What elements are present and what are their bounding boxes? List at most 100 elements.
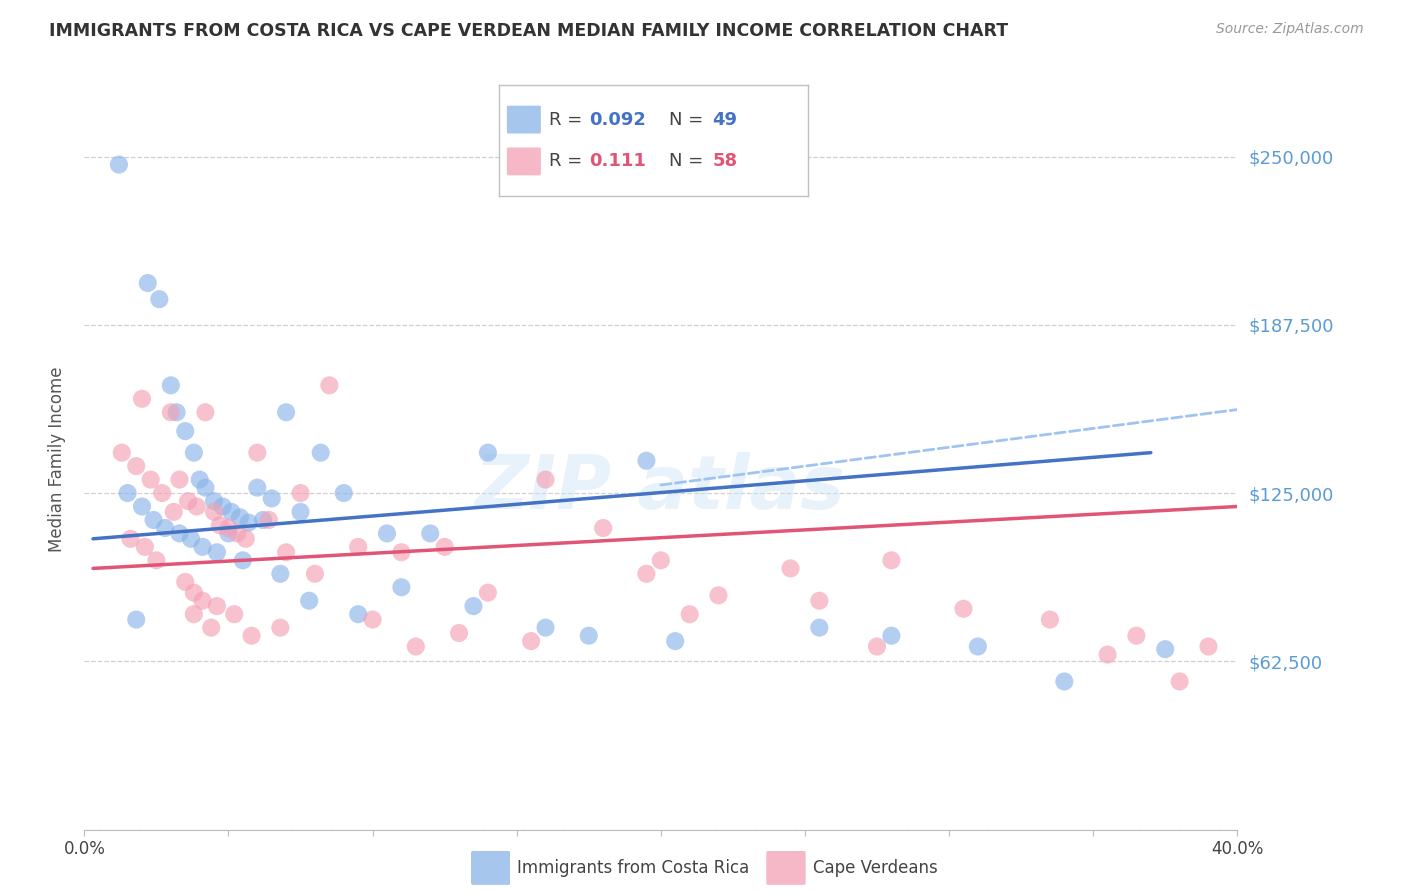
Point xyxy=(808,593,831,607)
Point xyxy=(238,516,260,530)
Point xyxy=(235,532,257,546)
Text: R =: R = xyxy=(548,111,588,128)
Point xyxy=(260,491,283,506)
Text: IMMIGRANTS FROM COSTA RICA VS CAPE VERDEAN MEDIAN FAMILY INCOME CORRELATION CHAR: IMMIGRANTS FROM COSTA RICA VS CAPE VERDE… xyxy=(49,22,1008,40)
Point xyxy=(174,574,197,589)
Point xyxy=(650,553,672,567)
Point xyxy=(347,540,370,554)
Point xyxy=(1053,674,1076,689)
Point xyxy=(880,629,903,643)
Point xyxy=(125,459,148,474)
Point xyxy=(186,500,208,514)
Point xyxy=(664,634,686,648)
FancyBboxPatch shape xyxy=(508,147,541,176)
Point xyxy=(177,494,200,508)
Point xyxy=(1198,640,1220,654)
Point xyxy=(290,486,312,500)
Point xyxy=(246,445,269,459)
Point xyxy=(205,545,228,559)
Point xyxy=(169,473,191,487)
Point xyxy=(160,378,183,392)
Point xyxy=(304,566,326,581)
Point xyxy=(269,621,291,635)
Text: 0.111: 0.111 xyxy=(589,153,645,170)
Point xyxy=(194,481,217,495)
Point xyxy=(391,545,413,559)
Text: Source: ZipAtlas.com: Source: ZipAtlas.com xyxy=(1216,22,1364,37)
Point xyxy=(134,540,156,554)
Point xyxy=(202,505,225,519)
Point xyxy=(218,526,240,541)
Point xyxy=(163,505,186,519)
Point xyxy=(375,526,398,541)
Point xyxy=(142,513,165,527)
Point xyxy=(361,613,384,627)
Point xyxy=(169,526,191,541)
Point xyxy=(183,607,205,622)
Point xyxy=(166,405,188,419)
Point xyxy=(139,473,162,487)
FancyBboxPatch shape xyxy=(508,105,541,134)
Text: Immigrants from Costa Rica: Immigrants from Costa Rica xyxy=(517,859,749,877)
Point xyxy=(636,566,658,581)
FancyBboxPatch shape xyxy=(471,851,510,885)
Point xyxy=(290,505,312,519)
Point xyxy=(191,593,214,607)
Point xyxy=(808,621,831,635)
Point xyxy=(232,553,254,567)
Point xyxy=(866,640,889,654)
Point xyxy=(534,621,557,635)
Point xyxy=(1097,648,1119,662)
Point xyxy=(229,510,252,524)
Point xyxy=(120,532,142,546)
Point xyxy=(150,486,173,500)
Point xyxy=(276,545,298,559)
Point xyxy=(208,518,231,533)
Point xyxy=(1039,613,1062,627)
Point xyxy=(240,629,263,643)
Point xyxy=(183,445,205,459)
Point xyxy=(180,532,202,546)
Point xyxy=(183,585,205,599)
Point xyxy=(111,445,134,459)
Point xyxy=(136,276,159,290)
Text: 49: 49 xyxy=(713,111,738,128)
Point xyxy=(534,473,557,487)
Point xyxy=(188,473,211,487)
Point xyxy=(218,521,240,535)
Point xyxy=(477,445,499,459)
Point xyxy=(252,513,274,527)
Point xyxy=(153,521,176,535)
Point xyxy=(578,629,600,643)
Point xyxy=(221,505,243,519)
Point xyxy=(226,526,249,541)
Point xyxy=(191,540,214,554)
Point xyxy=(347,607,370,622)
Point xyxy=(391,580,413,594)
Point xyxy=(224,607,246,622)
Point xyxy=(131,500,153,514)
Point xyxy=(419,526,441,541)
Point xyxy=(298,593,321,607)
Point xyxy=(108,158,131,172)
Point xyxy=(333,486,356,500)
Point xyxy=(205,599,228,613)
Point xyxy=(952,602,974,616)
Point xyxy=(125,613,148,627)
Point xyxy=(880,553,903,567)
Point xyxy=(269,566,291,581)
Point xyxy=(1125,629,1147,643)
Point xyxy=(200,621,222,635)
Point xyxy=(636,454,658,468)
Point xyxy=(202,494,225,508)
Point xyxy=(194,405,217,419)
Point xyxy=(131,392,153,406)
Point xyxy=(160,405,183,419)
Point xyxy=(520,634,543,648)
Point xyxy=(779,561,801,575)
Point xyxy=(967,640,990,654)
Point xyxy=(433,540,456,554)
Y-axis label: Median Family Income: Median Family Income xyxy=(48,367,66,552)
Point xyxy=(592,521,614,535)
Text: Cape Verdeans: Cape Verdeans xyxy=(813,859,938,877)
